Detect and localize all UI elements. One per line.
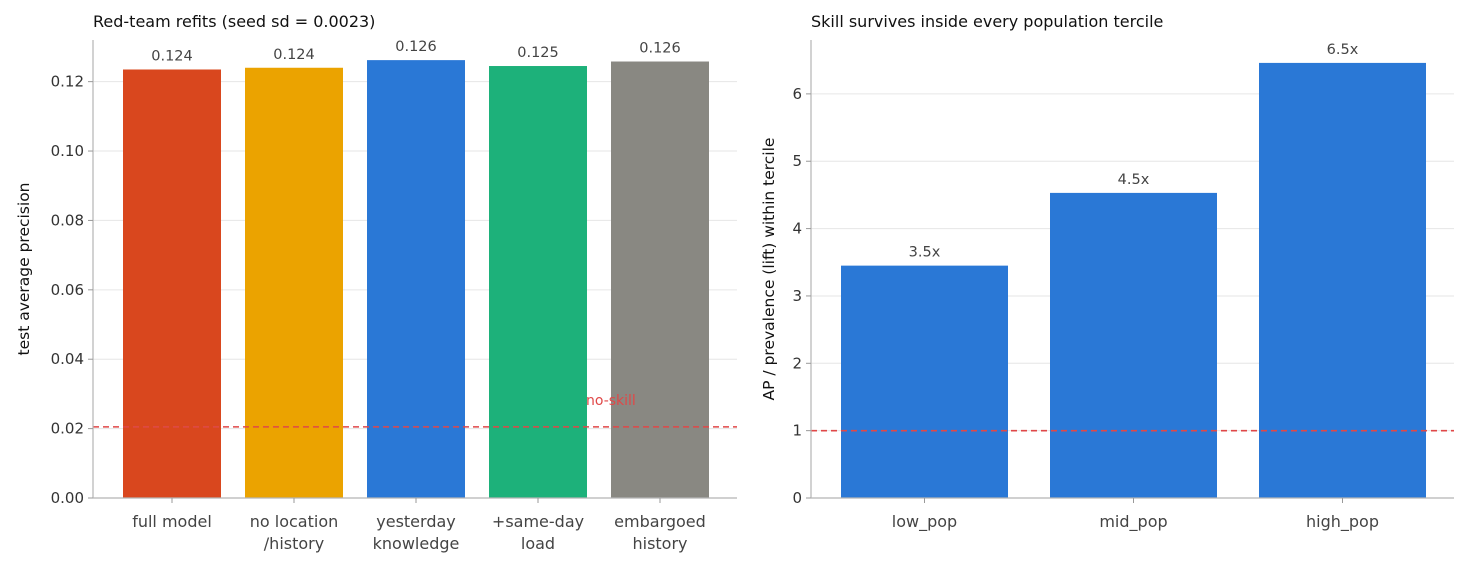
x-tick-label: high_pop — [1306, 512, 1379, 532]
data-label: 0.126 — [395, 39, 437, 55]
bar — [1259, 62, 1426, 499]
y-tick-label: 3 — [792, 287, 802, 305]
data-label: 6.5x — [1327, 42, 1359, 58]
x-tick-label: embargoed history — [614, 512, 706, 553]
data-label: 3.5x — [909, 245, 941, 261]
x-ticks: full model no location/history yesterday kn… — [132, 498, 706, 553]
y-axis-label: AP / prevalence (lift) within tercile — [760, 138, 778, 401]
y-ticks: 0.00 0.02 0.04 0.06 0.08 0.10 0.12 — [51, 73, 93, 507]
x-tick-label-line: full model — [132, 512, 212, 531]
x-tick-label: mid_pop — [1099, 512, 1167, 532]
x-tick-label: no location/history — [250, 512, 339, 553]
bar — [123, 69, 221, 498]
reference-line-group: no-skill — [93, 393, 737, 428]
x-tick-label-line: history — [632, 534, 687, 553]
axes — [92, 40, 737, 499]
x-tick-label-line: /history — [264, 534, 324, 553]
data-label: 0.124 — [151, 48, 193, 64]
y-tick-label: 0.04 — [51, 350, 84, 368]
y-tick-label: 5 — [792, 152, 802, 170]
chart-title: Skill survives inside every population t… — [811, 12, 1163, 31]
y-tick-label: 0.00 — [51, 489, 84, 507]
bar — [611, 61, 709, 499]
reference-line-label: no-skill — [586, 393, 636, 409]
y-tick-label: 0.02 — [51, 420, 84, 438]
data-label: 4.5x — [1118, 172, 1150, 188]
y-tick-label: 0.08 — [51, 211, 84, 229]
y-tick-label: 0.12 — [51, 73, 84, 91]
y-axis-label: test average precision — [15, 183, 33, 356]
y-tick-label: 6 — [792, 85, 802, 103]
x-tick-label-line: mid_pop — [1099, 512, 1167, 532]
y-tick-label: 4 — [792, 220, 802, 238]
x-tick-label-line: high_pop — [1306, 512, 1379, 532]
bar — [1050, 192, 1217, 498]
y-tick-label: 0.10 — [51, 142, 84, 160]
bar — [367, 60, 465, 499]
y-tick-label: 2 — [792, 354, 802, 372]
data-labels: 3.5x 4.5x 6.5x — [909, 42, 1359, 261]
y-ticks: 0 1 2 3 4 5 6 — [792, 85, 811, 507]
data-label: 0.124 — [273, 47, 315, 63]
x-tick-label-line: knowledge — [373, 534, 460, 553]
x-tick-label: full model — [132, 512, 212, 531]
x-ticks: low_pop mid_pop high_pop — [892, 498, 1379, 532]
bar — [245, 67, 343, 499]
x-tick-label: +same-day load — [492, 512, 584, 553]
bars — [123, 60, 709, 499]
x-tick-label-line: embargoed — [614, 512, 706, 531]
bars — [841, 62, 1426, 499]
bar — [489, 66, 587, 498]
chart-title: Red-team refits (seed sd = 0.0023) — [93, 12, 375, 31]
x-tick-label-line: +same-day — [492, 512, 584, 531]
x-tick-label-line: yesterday — [376, 512, 456, 531]
x-tick-label-line: low_pop — [892, 512, 957, 532]
y-tick-label: 1 — [792, 422, 802, 440]
x-tick-label: yesterday knowledge — [373, 512, 460, 553]
x-tick-label-line: no location — [250, 512, 339, 531]
bar — [841, 265, 1008, 498]
data-label: 0.126 — [639, 41, 681, 57]
panel-right-chart: Skill survives inside every population t… — [760, 12, 1454, 532]
x-tick-label: low_pop — [892, 512, 957, 532]
y-tick-label: 0.06 — [51, 281, 84, 299]
data-labels: 0.124 0.124 0.126 0.125 0.126 — [151, 39, 681, 64]
data-label: 0.125 — [517, 45, 559, 61]
y-tick-label: 0 — [792, 489, 802, 507]
panel-left-chart: Red-team refits (seed sd = 0.0023) test … — [15, 12, 737, 553]
axes — [810, 40, 1454, 499]
x-tick-label-line: load — [521, 534, 555, 553]
